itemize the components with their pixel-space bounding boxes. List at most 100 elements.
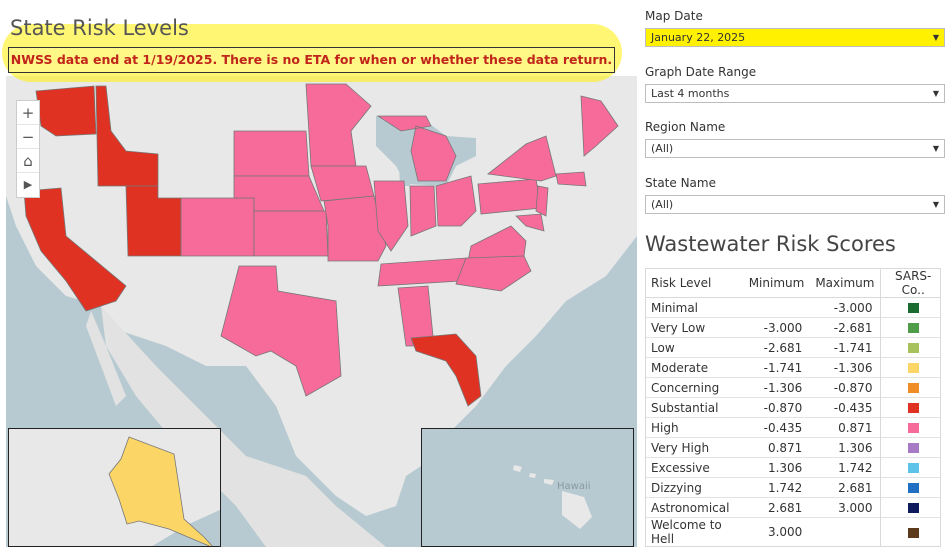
color-swatch [907,363,919,373]
table-row: Astronomical 2.681 3.000 [644,497,941,518]
state-alaska [108,436,213,546]
risk-level-cell: Substantial [644,397,744,418]
minimum-cell: -0.870 [743,397,811,418]
filter-label: State Name [645,176,716,190]
column-header-maximum[interactable]: Maximum [810,268,881,298]
swatch-cell [880,457,941,478]
risk-level-cell: Very Low [644,317,744,338]
maximum-cell: -0.435 [810,397,881,418]
zoom-in-button[interactable]: + [17,101,39,125]
swatch-cell [880,317,941,338]
state-south-dakota [233,130,310,177]
hawaii-label: Hawaii [557,481,591,492]
maximum-cell: 3.000 [810,497,881,518]
swatch-cell [880,377,941,398]
hawaii-inset[interactable]: Hawaii [421,428,634,547]
play-icon[interactable]: ▶ [23,178,33,191]
table-row: Concerning -1.306 -0.870 [644,377,941,398]
state-new-jersey [535,185,549,217]
maximum-cell: 1.742 [810,457,881,478]
swatch-cell [880,337,941,358]
state-kansas [253,210,329,257]
state-michigan [376,115,457,182]
alaska-map[interactable] [9,429,221,547]
data-notice-banner: NWSS data end at 1/19/2025. There is no … [8,47,615,73]
color-swatch [907,423,919,433]
risk-level-cell: Low [644,337,744,358]
state-pennsylvania [477,178,542,215]
lake-michigan [398,144,410,186]
swatch-cell [880,477,941,498]
column-header-minimum[interactable]: Minimum [743,268,811,298]
chevron-down-icon[interactable]: ▼ [932,33,939,42]
minimum-cell: 3.000 [743,517,811,547]
table-row: Welcome to Hell 3.000 [644,517,941,547]
color-swatch [907,503,919,513]
maximum-cell: -1.306 [810,357,881,378]
risk-level-cell: High [644,417,744,438]
table-row: Low -2.681 -1.741 [644,337,941,358]
dropdown-value: January 22, 2025 [651,31,746,44]
risk-level-cell: Concerning [644,377,744,398]
home-icon[interactable]: ⌂ [17,149,39,173]
table-row: Excessive 1.306 1.742 [644,457,941,478]
maximum-cell: -0.870 [810,377,881,398]
zoom-out-button[interactable]: − [17,125,39,149]
state-missouri [323,195,387,262]
filter-label: Region Name [645,120,726,134]
chevron-down-icon[interactable]: ▼ [932,144,939,153]
chevron-down-icon[interactable]: ▼ [932,89,939,98]
alaska-inset[interactable] [8,428,221,547]
maximum-cell: -3.000 [810,297,881,318]
state-new-york [487,135,557,182]
chevron-down-icon[interactable]: ▼ [932,200,939,209]
risk-level-cell: Very High [644,437,744,458]
dropdown-value: Last 4 months [651,87,730,100]
maximum-cell: -1.741 [810,337,881,358]
graph-date-range-dropdown[interactable]: Last 4 months ▼ [645,84,945,103]
state-name-dropdown[interactable]: (All) ▼ [645,195,945,214]
region-name-dropdown[interactable]: (All) ▼ [645,139,945,158]
color-swatch [907,383,919,393]
column-header-sars-cov[interactable]: SARS-Co.. [880,268,941,298]
maximum-cell: 1.306 [810,437,881,458]
mexico [101,306,386,547]
state-colorado [180,197,255,257]
table-row: Substantial -0.870 -0.435 [644,397,941,418]
filter-label: Map Date [645,9,703,23]
state-illinois [373,180,409,252]
state-ohio [435,175,477,227]
minimum-cell: -2.681 [743,337,811,358]
minimum-cell: 1.742 [743,477,811,498]
table-row: High -0.435 0.871 [644,417,941,438]
hawaii-map [513,465,592,529]
risk-level-cell: Excessive [644,457,744,478]
color-swatch [907,483,919,493]
color-swatch [907,527,919,538]
state-iowa [310,165,375,202]
risk-level-cell: Dizzying [644,477,744,498]
dropdown-value: (All) [651,142,674,155]
us-state-map[interactable] [6,76,637,547]
maximum-cell [810,517,881,547]
color-swatch [907,403,919,413]
column-header-risk-level[interactable]: Risk Level [644,268,744,298]
swatch-cell [880,437,941,458]
minimum-cell [743,297,811,318]
state-massachusetts [555,171,587,187]
map-date-dropdown[interactable]: January 22, 2025 ▼ [645,28,945,47]
legend-title: Wastewater Risk Scores [645,232,896,256]
island [513,465,522,472]
state-maryland [515,213,545,232]
filter-region-name: Region Name (All) ▼ [645,120,945,158]
color-swatch [907,443,919,453]
minimum-cell: -0.435 [743,417,811,438]
legend-body: Minimal -3.000 Very Low -3.000 -2.681 Low -2.6… [644,297,941,547]
island [529,473,536,478]
table-header-row: Risk Level Minimum Maximum SARS-Co.. [644,268,941,298]
filter-label: Graph Date Range [645,65,757,79]
state-shapes [23,83,619,407]
swatch-cell [880,497,941,518]
swatch-cell [880,517,941,547]
color-swatch [907,323,919,333]
